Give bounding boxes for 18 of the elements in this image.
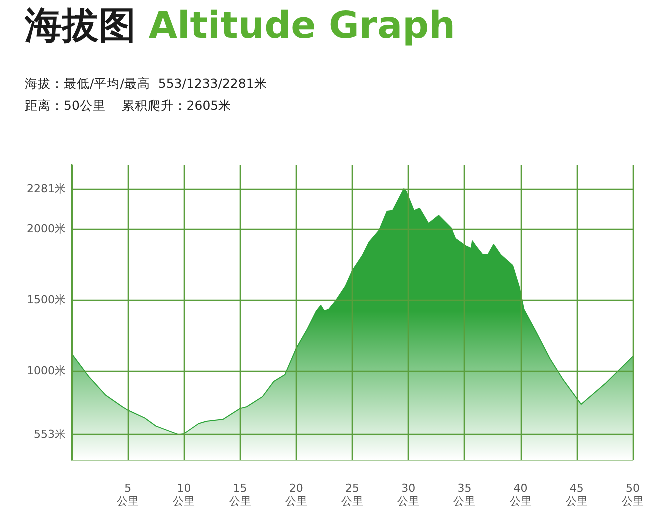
chart-subtitle: 海拔：最低/平均/最高 553/1233/2281米	[25, 76, 268, 91]
y-tick-label: 1500米	[27, 294, 66, 307]
x-tick-label: 5 公里	[117, 482, 140, 508]
x-tick-label: 30 公里	[398, 482, 420, 508]
chart-title: 海拔图 Altitude Graph	[24, 4, 456, 47]
y-tick-label: 1000米	[27, 364, 66, 378]
x-tick-label: 15 公里	[229, 482, 252, 508]
x-tick-label: 40 公里	[510, 482, 532, 508]
x-tick-label: 50 公里	[622, 482, 644, 508]
x-tick-label: 35 公里	[454, 482, 476, 508]
x-tick-label: 25 公里	[342, 482, 364, 508]
y-tick-label: 553米	[34, 428, 66, 442]
x-tick-label: 20 公里	[285, 482, 308, 508]
y-tick-label: 2281米	[27, 182, 66, 196]
x-tick-label: 45 公里	[566, 482, 588, 508]
y-tick-label: 2000米	[27, 222, 66, 236]
text: 距离：50公里 累积爬升：2605米	[25, 98, 232, 113]
x-tick-label: 10 公里	[173, 482, 196, 508]
